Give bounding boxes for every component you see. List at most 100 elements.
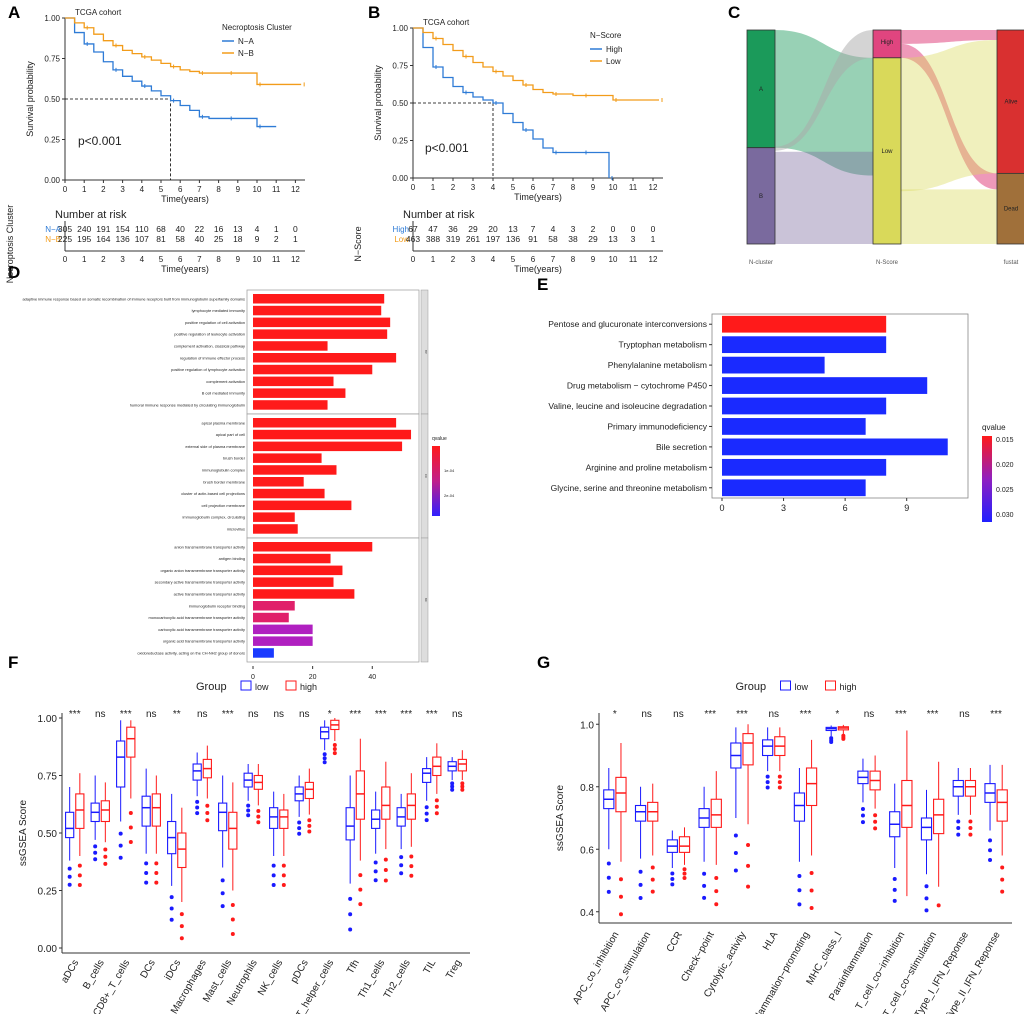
risk-count: 3 [571, 224, 576, 234]
x-tick-label: 9 [236, 185, 241, 194]
box-high [678, 836, 691, 853]
box-low [762, 739, 774, 757]
box-outlier [1000, 877, 1005, 882]
box-outlier [169, 895, 174, 900]
category-label: CCR [665, 930, 685, 954]
box-outlier [670, 871, 675, 876]
box-outlier [67, 874, 72, 879]
go-term-label: positive regulation of lymphocyte activa… [171, 367, 245, 372]
go-bar [253, 577, 334, 587]
significance-label: ns [197, 709, 208, 720]
risk-row-label: N−B [45, 235, 61, 244]
legend-colorbar [432, 446, 440, 516]
significance-label: *** [120, 709, 132, 720]
box-outlier [307, 823, 312, 828]
box-outlier [746, 863, 751, 868]
go-bar [253, 453, 322, 463]
box-high [304, 781, 314, 800]
box-outlier [271, 873, 276, 878]
box-outlier [93, 857, 98, 862]
risk-count: 38 [568, 234, 578, 244]
risk-count: 22 [195, 224, 205, 234]
go-bar [253, 601, 295, 611]
go-term-label: humoral immune response mediated by circ… [130, 402, 245, 407]
significance-label: ns [248, 709, 259, 720]
go-bar [253, 376, 334, 387]
risk-count: 81 [156, 234, 166, 244]
significance-label: *** [927, 709, 939, 720]
sankey-axis-label: N-Score [876, 260, 899, 266]
panel-label-A: A [8, 3, 20, 22]
box-outlier [968, 826, 973, 830]
x-tick-label: 3 [781, 503, 786, 513]
significance-label: ns [864, 709, 875, 720]
risk-count: 197 [486, 234, 500, 244]
box-outlier [434, 811, 439, 816]
legend-title: qvalue [432, 436, 447, 442]
go-term-label: apical part of cell [216, 432, 245, 437]
risk-count: 2 [591, 224, 596, 234]
x-tick-label: 12 [291, 185, 300, 194]
box-outlier [777, 774, 782, 779]
kegg-bar [722, 336, 887, 354]
go-bar [253, 636, 313, 646]
box-outlier [936, 903, 941, 908]
legend-label: low [795, 682, 809, 692]
go-term-label: organic acid transmembrane transporter a… [163, 639, 245, 644]
box-outlier [841, 736, 846, 741]
risk-row-label: Low [394, 235, 409, 244]
kegg-term-label: Tryptophan metabolism [618, 340, 707, 350]
box-outlier [638, 896, 643, 900]
y-tick-label: 0.75 [44, 55, 60, 64]
box-low [192, 763, 202, 781]
risk-x-tick-label: 11 [272, 255, 281, 264]
risk-count: 191 [96, 224, 110, 234]
box-outlier [154, 880, 159, 885]
go-term-label: cluster of actin-based cell projections [181, 491, 245, 496]
box-high [933, 798, 945, 835]
box-outlier [956, 832, 961, 837]
box-outlier [128, 839, 133, 844]
y-tick-label: 0.00 [44, 176, 60, 185]
go-term-label: immunoglobulin complex [202, 467, 245, 472]
risk-count: 195 [77, 234, 91, 244]
panel-label-G: G [537, 653, 550, 672]
go-bar [253, 612, 289, 623]
box-outlier [332, 751, 337, 756]
box-outlier [358, 873, 363, 878]
category-label: aDCs [59, 958, 81, 985]
risk-count: 1 [293, 234, 298, 244]
go-term-label: active transmembrane transporter activit… [174, 591, 245, 596]
box-outlier [205, 803, 210, 808]
risk-x-tick-label: 12 [291, 255, 300, 264]
go-bar [253, 465, 337, 475]
go-bar [253, 524, 298, 534]
risk-count: 58 [548, 234, 558, 244]
box-outlier [281, 863, 286, 868]
box-outlier [873, 819, 878, 824]
box-low [634, 804, 647, 822]
box-outlier [892, 876, 897, 881]
kegg-term-label: Primary immunodeficiency [607, 421, 707, 431]
sankey-node-2 [872, 29, 902, 59]
category-label: TIL [422, 958, 439, 976]
x-tick-label: 5 [159, 185, 164, 194]
risk-count: 261 [466, 234, 480, 244]
y-tick-label: 0.25 [38, 887, 58, 898]
risk-x-tick-label: 8 [216, 255, 221, 264]
x-tick-label: 10 [609, 183, 618, 192]
risk-table-title: Number at risk [403, 209, 475, 221]
risk-row-label: N−A [45, 225, 61, 234]
legend-tick: 0.025 [996, 487, 1014, 494]
y-tick-label: 0.50 [38, 829, 58, 840]
go-term-label: cell projection membrane [202, 503, 245, 508]
sankey-axis-label: fustat [1004, 260, 1019, 266]
box-outlier [103, 854, 108, 859]
box-outlier [307, 818, 312, 823]
legend-swatch [825, 680, 836, 691]
box-outlier [1000, 889, 1005, 894]
box-outlier [67, 882, 72, 887]
box-outlier [733, 868, 738, 873]
risk-table-ylabel: N−Score [353, 226, 363, 261]
box-outlier [829, 740, 834, 745]
